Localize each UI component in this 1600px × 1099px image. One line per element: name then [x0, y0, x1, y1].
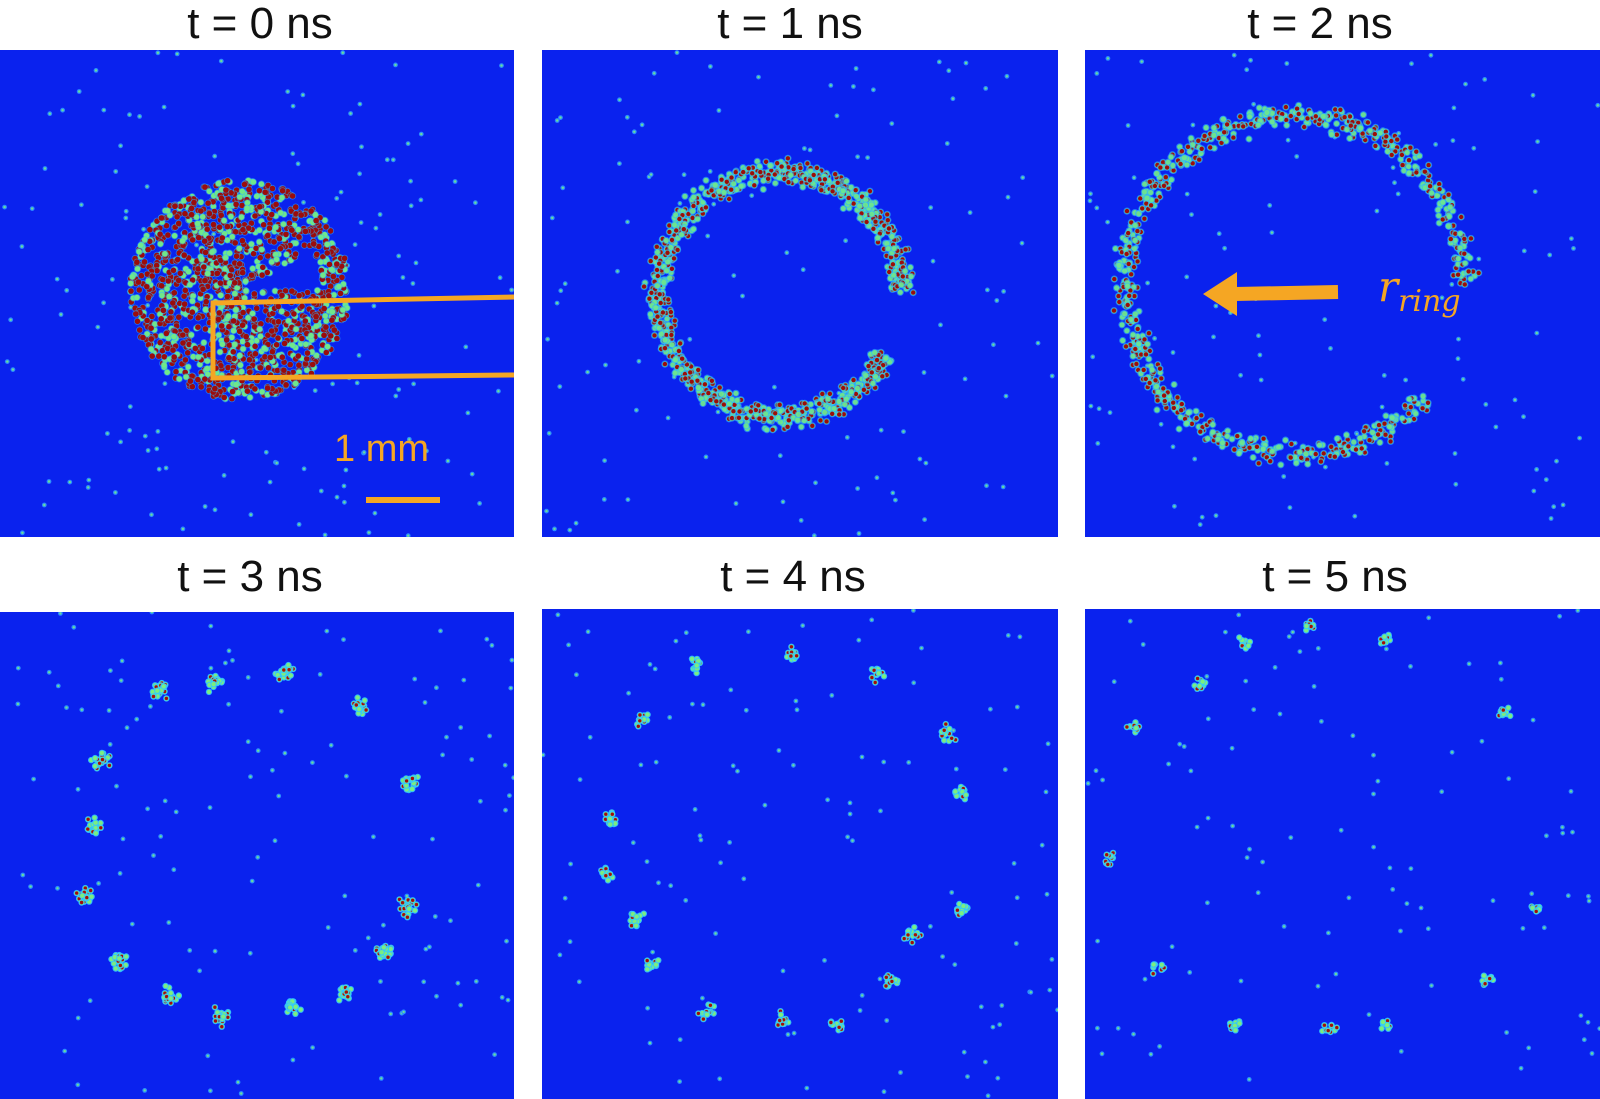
frame-image-4: [542, 609, 1058, 1099]
ring-subscript: ring: [1398, 284, 1461, 319]
frame-image-3: [0, 612, 514, 1099]
frame-image-5: [1085, 609, 1600, 1099]
ring-radius-label: rring: [1378, 262, 1461, 319]
frame-title-4: t = 4 ns: [720, 552, 866, 601]
frame-image-2: rring: [1085, 50, 1600, 537]
frame-image-0: 1 mm: [0, 50, 514, 537]
frame-title-1: t = 1 ns: [717, 0, 863, 48]
radius-arrow: [1203, 272, 1339, 316]
frame-0-canvas: [2, 50, 514, 537]
frame-1-canvas: [544, 50, 1055, 537]
frame-5-canvas: [1085, 609, 1600, 1082]
frame-4-canvas: [542, 609, 1058, 1099]
frame-title-2: t = 2 ns: [1247, 0, 1393, 48]
region-box: [210, 294, 514, 503]
frame-2-canvas: [1087, 52, 1600, 527]
frame-title-3: t = 3 ns: [177, 552, 323, 601]
ring-symbol: r: [1378, 262, 1399, 311]
scale-bar-label: 1 mm: [334, 428, 429, 470]
frame-title-5: t = 5 ns: [1262, 552, 1408, 601]
frame-image-1: [542, 50, 1058, 537]
frame-3-canvas: [15, 612, 514, 1096]
frame-title-0: t = 0 ns: [187, 0, 333, 48]
